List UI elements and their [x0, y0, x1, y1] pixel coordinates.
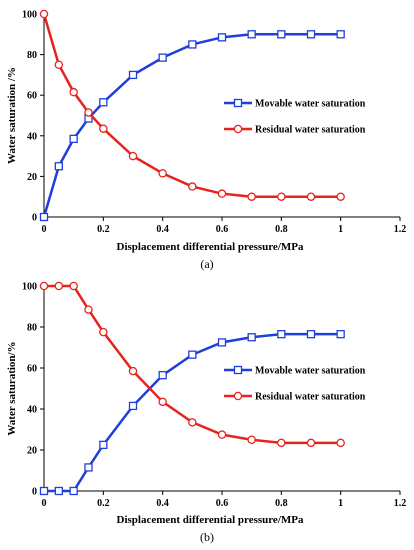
data-point-square — [69, 486, 78, 496]
y-tick-label: 60 — [27, 91, 37, 102]
x-tick-label: 1.2 — [394, 498, 407, 509]
data-point-circle — [277, 192, 286, 201]
y-tick-label: 40 — [27, 405, 37, 416]
legend-marker-circle — [233, 391, 243, 401]
data-point-circle — [217, 430, 227, 439]
x-tick-label: 0.2 — [97, 498, 110, 509]
data-point-circle — [336, 438, 345, 448]
chart-panel-b: 0 0.2 0.4 0.6 0.8 1 1.2 0 20 40 60 80 100 Displacemen… — [6, 282, 406, 545]
y-tick-label: 100 — [22, 282, 37, 293]
data-point-circle — [39, 281, 49, 291]
data-point-circle — [69, 87, 78, 97]
data-point-square — [306, 30, 316, 39]
x-tick-label: 0.6 — [216, 224, 229, 235]
legend: Movable water saturation Residual water s… — [224, 99, 366, 136]
data-point-circle — [99, 124, 108, 133]
panel-label: (a) — [200, 257, 213, 271]
data-point-circle — [247, 435, 256, 444]
y-tick-label: 80 — [27, 50, 37, 61]
data-point-square — [99, 440, 108, 450]
data-point-square — [188, 350, 197, 359]
data-point-circle — [99, 327, 108, 337]
data-point-circle — [306, 438, 316, 448]
y-tick-label: 100 — [22, 10, 37, 21]
x-axis-title: Displacement differential pressure/MPa — [117, 241, 304, 253]
y-tick-label: 0 — [32, 487, 37, 498]
data-point-square — [39, 486, 49, 496]
x-tick-label: 1 — [338, 224, 343, 235]
x-tick-label: 0.2 — [97, 224, 110, 235]
data-point-circle — [247, 192, 256, 201]
data-point-square — [306, 330, 316, 339]
y-axis-title: Water saturation/% — [6, 341, 18, 435]
data-point-circle — [84, 305, 93, 314]
legend-label: Movable water saturation — [255, 99, 366, 110]
data-point-circle — [158, 397, 167, 407]
x-axis-title: Displacement differential pressure/MPa — [117, 514, 304, 526]
x-tick-label: 0.8 — [275, 224, 288, 235]
data-point-square — [84, 463, 93, 472]
data-point-square — [188, 40, 197, 49]
panel-label: (b) — [200, 530, 214, 544]
data-point-square — [277, 30, 286, 39]
data-point-circle — [39, 9, 49, 19]
x-tick-label: 1 — [338, 498, 343, 509]
data-point-square — [277, 330, 286, 339]
legend-marker-square — [233, 365, 243, 375]
data-point-circle — [54, 281, 64, 291]
data-point-square — [217, 338, 227, 347]
y-tick-label: 60 — [27, 364, 37, 375]
x-tick-label: 0 — [42, 498, 47, 509]
legend-marker-circle — [233, 124, 243, 134]
data-point-square — [128, 401, 138, 411]
data-point-circle — [217, 189, 227, 198]
data-point-circle — [188, 418, 197, 427]
data-point-square — [158, 53, 167, 62]
legend: Movable water saturation Residual water s… — [224, 366, 366, 403]
data-point-square — [39, 212, 49, 222]
data-point-square — [217, 33, 227, 42]
data-point-circle — [84, 108, 93, 117]
y-tick-label: 40 — [27, 131, 37, 142]
data-point-square — [54, 486, 63, 496]
legend-label: Movable water saturation — [255, 366, 366, 377]
x-tick-label: 0.4 — [156, 498, 169, 509]
chart-panel-a: 0 0.2 0.4 0.6 0.8 1 1.2 0 20 40 60 80 100 Displacemen… — [6, 10, 406, 272]
data-point-square — [336, 30, 345, 39]
data-point-circle — [158, 169, 167, 178]
y-tick-label: 20 — [27, 446, 37, 457]
data-point-circle — [128, 151, 138, 161]
data-point-square — [247, 30, 256, 39]
data-point-circle — [128, 366, 138, 376]
legend-marker-square — [233, 98, 243, 108]
data-point-square — [128, 70, 138, 80]
data-point-circle — [54, 60, 64, 70]
data-point-circle — [336, 192, 345, 201]
data-point-square — [54, 162, 63, 171]
y-tick-label: 80 — [27, 323, 37, 334]
data-point-circle — [277, 438, 286, 448]
x-tick-label: 0 — [42, 224, 47, 235]
data-point-square — [69, 134, 78, 143]
legend-label: Residual water saturation — [255, 392, 366, 403]
data-point-square — [99, 98, 108, 107]
x-tick-label: 0.4 — [156, 224, 169, 235]
x-tick-label: 0.8 — [275, 498, 288, 509]
data-point-circle — [306, 192, 316, 201]
y-tick-label: 0 — [32, 213, 37, 224]
legend-label: Residual water saturation — [255, 125, 366, 136]
y-tick-label: 20 — [27, 172, 37, 183]
data-point-square — [247, 333, 256, 342]
data-point-square — [336, 330, 345, 339]
y-axis-title: Water saturation /% — [6, 67, 18, 164]
data-point-circle — [188, 182, 197, 191]
x-tick-label: 1.2 — [394, 224, 407, 235]
data-point-circle — [69, 281, 78, 291]
x-tick-label: 0.6 — [216, 498, 229, 509]
data-point-square — [158, 371, 167, 380]
